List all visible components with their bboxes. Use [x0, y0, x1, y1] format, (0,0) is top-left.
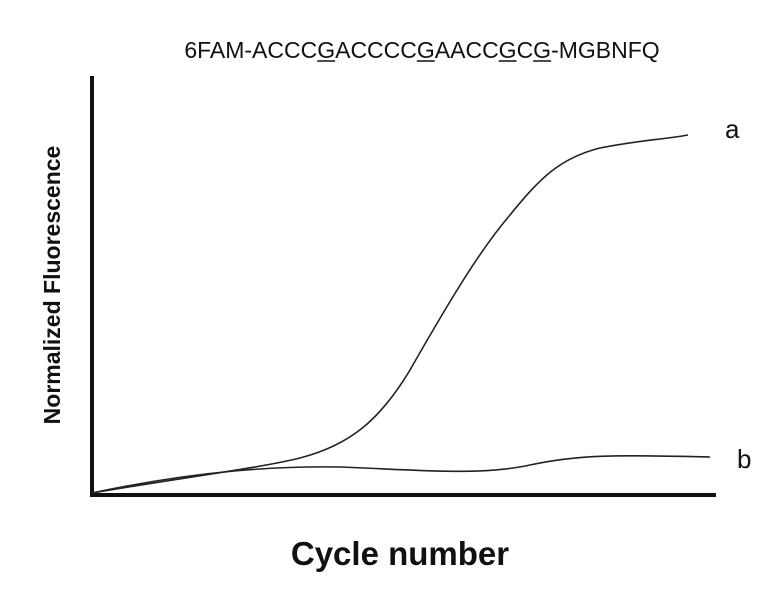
curve-b — [91, 454, 711, 494]
curve-label: a — [725, 114, 740, 144]
x-axis-label: Cycle number — [291, 535, 509, 572]
y-axis-label: Normalized Fluorescence — [39, 146, 65, 425]
curve-a — [91, 134, 689, 494]
title: 6FAM-ACCCGACCCCGAACCGCG-MGBNFQ — [184, 37, 659, 63]
curve-label: b — [737, 444, 751, 474]
